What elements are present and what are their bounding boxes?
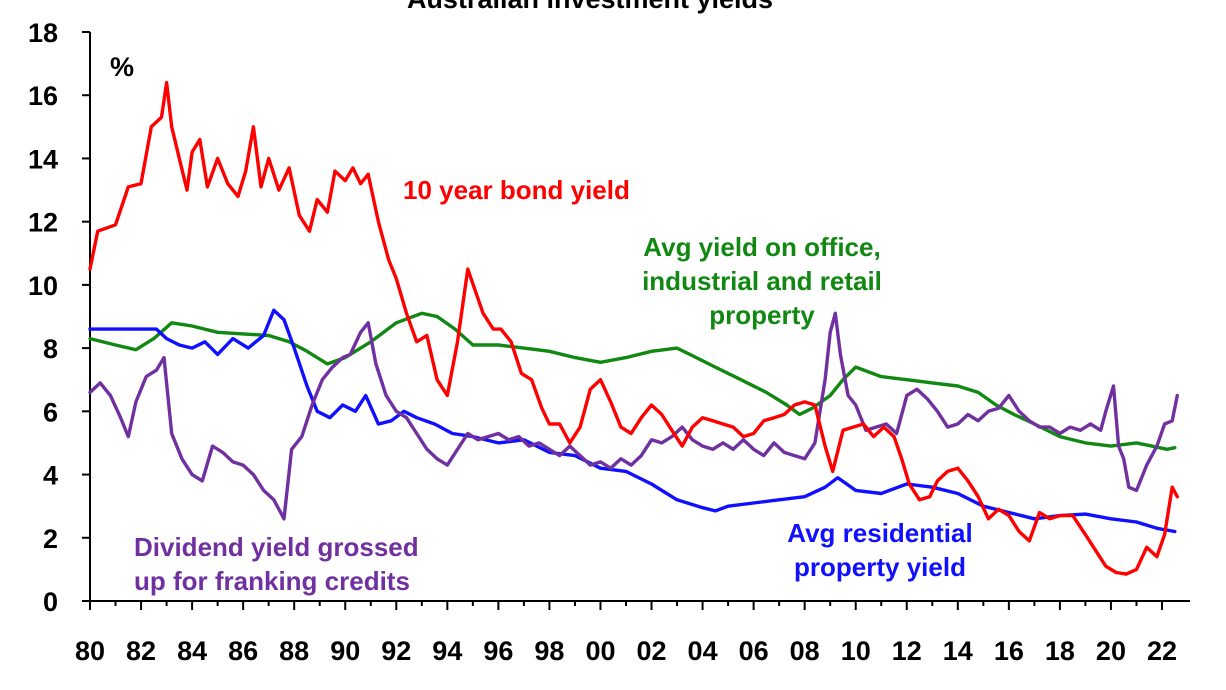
x-tick-label: 88: [279, 636, 309, 666]
y-tick-label: 18: [28, 18, 58, 48]
x-tick-label: 98: [534, 636, 564, 666]
x-tick-label: 04: [688, 636, 718, 666]
x-tick-label: 94: [432, 636, 462, 666]
residential-property-yield-line: [88, 308, 1177, 534]
y-tick-label: 4: [43, 461, 58, 491]
y-tick-label: 16: [28, 81, 58, 111]
y-tick-label: 6: [43, 397, 58, 427]
y-tick-label: 12: [28, 208, 58, 238]
series-group: [88, 80, 1179, 576]
x-tick-label: 96: [483, 636, 513, 666]
y-axis-ticks: 0 2 4 6 8 10 12 14 16 18: [28, 18, 90, 617]
series-label-residential: Avg residential: [787, 518, 972, 548]
x-tick-label: 80: [75, 636, 105, 666]
series-label-commercial: industrial and retail: [642, 266, 882, 296]
series-label-residential: property yield: [794, 552, 966, 582]
chart-axes: [89, 32, 1190, 602]
x-tick-label: 92: [381, 636, 411, 666]
x-tick-label: 22: [1147, 636, 1177, 666]
y-tick-label: 0: [43, 587, 58, 617]
y-tick-label: 10: [28, 271, 58, 301]
series-label-bond: 10 year bond yield: [403, 175, 630, 205]
x-axis-ticks: 80 82 84 86 88 90 92 94 96 98 00 02 04 06 08 10 12 14 16 18…: [75, 601, 1177, 666]
commercial-property-yield-line: [88, 311, 1177, 451]
series-label-commercial: property: [709, 300, 815, 330]
y-tick-label: 14: [28, 144, 58, 174]
y-tick-label: 2: [43, 524, 58, 554]
x-tick-label: 02: [637, 636, 667, 666]
series-label-dividend: Dividend yield grossed: [134, 532, 419, 562]
x-tick-label: 82: [126, 636, 156, 666]
x-tick-label: 06: [739, 636, 769, 666]
y-tick-label: 8: [43, 334, 58, 364]
y-axis-unit-label: %: [110, 52, 134, 82]
x-tick-label: 00: [585, 636, 615, 666]
series-annotations: 10 year bond yield Avg yield on office, in…: [134, 175, 973, 596]
x-tick-label: 14: [943, 636, 973, 666]
chart-title: Australian investment yields: [407, 0, 773, 14]
series-label-commercial: Avg yield on office,: [643, 232, 880, 262]
x-tick-label: 86: [228, 636, 258, 666]
dividend-yield-line: [88, 311, 1179, 521]
x-tick-label: 20: [1096, 636, 1126, 666]
x-tick-label: 16: [994, 636, 1024, 666]
series-label-dividend: up for franking credits: [134, 566, 410, 596]
x-tick-label: 12: [892, 636, 922, 666]
x-tick-label: 90: [330, 636, 360, 666]
x-tick-label: 84: [177, 636, 207, 666]
x-tick-label: 10: [841, 636, 871, 666]
x-tick-label: 18: [1045, 636, 1075, 666]
x-tick-label: 08: [790, 636, 820, 666]
bond-yield-line: [88, 80, 1179, 576]
